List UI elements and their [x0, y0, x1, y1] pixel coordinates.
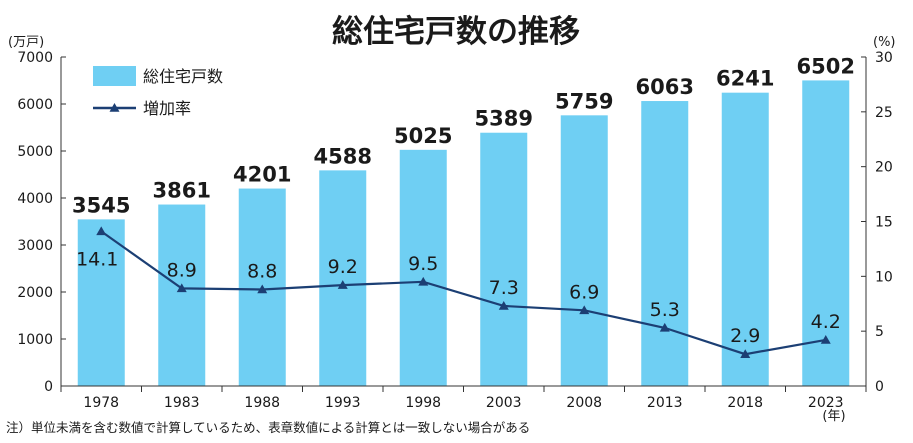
bar-label-2018: 6241 — [716, 67, 774, 91]
y-left-tick-5000: 5000 — [17, 144, 53, 160]
y-left-tick-7000: 7000 — [17, 50, 53, 66]
x-tick-2013: 2013 — [647, 395, 683, 411]
rate-marker-2023 — [820, 334, 831, 344]
line-series — [96, 226, 831, 358]
legend-line-label: 増加率 — [143, 99, 191, 118]
bar-1998 — [399, 149, 447, 386]
y-left-tick-3000: 3000 — [17, 238, 53, 254]
footnote: 注）単位未満を含む数値で計算しているため、表章数値による計算とは一致しない場合が… — [6, 420, 530, 435]
x-tick-1998: 1998 — [405, 395, 441, 411]
x-tick-2003: 2003 — [486, 395, 522, 411]
rate-label-1983: 8.9 — [167, 259, 197, 281]
rate-label-2018: 2.9 — [730, 325, 760, 347]
rate-marker-1988 — [257, 284, 268, 294]
rate-label-2008: 6.9 — [569, 281, 599, 303]
rate-marker-2008 — [579, 305, 590, 315]
rate-label-1993: 9.2 — [328, 256, 358, 278]
rate-marker-1993 — [337, 280, 348, 289]
rate-marker-2013 — [659, 322, 670, 332]
bar-label-1983: 3861 — [153, 179, 211, 203]
bar-value-labels: 3545 3861 4201 4588 5025 5389 5759 6063 6241 6502 — [72, 54, 855, 217]
rate-label-1978: 14.1 — [76, 248, 118, 270]
chart-title: 総住宅戸数の推移 — [332, 14, 580, 50]
bar-label-1998: 5025 — [394, 124, 452, 148]
x-tick-1983: 1983 — [164, 395, 200, 411]
y-right-tick-30: 30 — [875, 50, 893, 66]
bar-label-1993: 4588 — [314, 144, 372, 168]
rate-label-2003: 7.3 — [489, 277, 519, 299]
bar-1978 — [77, 219, 125, 386]
bar-label-2008: 5759 — [555, 89, 613, 113]
bar-2018 — [721, 92, 769, 386]
rate-marker-1978 — [96, 226, 107, 236]
y-right-tick-25: 25 — [875, 105, 893, 121]
bar-label-1978: 3545 — [72, 193, 130, 217]
y-left-axis-ticks: 0 1000 2000 3000 4000 5000 6000 7000 — [17, 50, 66, 395]
y-left-unit: (万戸) — [8, 35, 44, 50]
legend: 総住宅戸数 増加率 — [93, 66, 223, 118]
bar-2013 — [641, 101, 689, 386]
bar-label-2013: 6063 — [636, 75, 694, 99]
legend-bar-swatch — [93, 66, 136, 86]
y-right-unit: (%) — [873, 35, 896, 50]
rate-label-1988: 8.8 — [247, 260, 277, 282]
y-right-tick-10: 10 — [875, 269, 893, 285]
y-right-axis-ticks: 0 5 10 15 20 25 30 — [861, 50, 893, 395]
x-tick-1988: 1988 — [244, 395, 280, 411]
y-left-tick-1000: 1000 — [17, 332, 53, 348]
y-left-tick-0: 0 — [44, 379, 53, 395]
x-tick-1978: 1978 — [83, 395, 119, 411]
bar-2003 — [480, 132, 528, 386]
x-tick-1993: 1993 — [325, 395, 361, 411]
bar-2008 — [560, 115, 608, 387]
rate-value-labels: 14.1 8.9 8.8 9.2 9.5 7.3 6.9 5.3 2.9 4.2 — [76, 248, 841, 347]
x-tick-2008: 2008 — [566, 395, 602, 411]
y-right-tick-15: 15 — [875, 215, 893, 231]
y-right-tick-20: 20 — [875, 160, 893, 176]
rate-line — [100, 230, 826, 356]
y-left-tick-6000: 6000 — [17, 97, 53, 113]
legend-bar-label: 総住宅戸数 — [143, 67, 223, 86]
bar-label-2023: 6502 — [797, 54, 855, 78]
y-right-tick-5: 5 — [875, 324, 884, 340]
x-tick-2023: 2023 — [808, 395, 844, 411]
bar-1983 — [158, 204, 206, 386]
rate-marker-2003 — [498, 300, 509, 310]
rate-marker-1983 — [176, 283, 187, 293]
rate-label-2023: 4.2 — [811, 311, 841, 333]
x-tick-2018: 2018 — [727, 395, 763, 411]
rate-marker-1998 — [418, 276, 429, 286]
y-right-tick-0: 0 — [875, 379, 884, 395]
bar-series — [77, 80, 850, 387]
y-left-tick-4000: 4000 — [17, 191, 53, 207]
y-left-tick-2000: 2000 — [17, 285, 53, 301]
bar-label-2003: 5389 — [475, 107, 533, 131]
bar-1993 — [319, 170, 367, 386]
rate-label-1998: 9.5 — [408, 253, 438, 275]
x-axis-ticks: 1978 1983 1988 1993 1998 2003 2008 2013 2018 2023 — [60, 386, 867, 411]
legend-line-marker — [109, 103, 120, 112]
bar-label-1988: 4201 — [233, 163, 291, 187]
rate-marker-2018 — [740, 349, 751, 358]
x-unit: (年) — [822, 409, 845, 424]
rate-label-2013: 5.3 — [650, 299, 680, 321]
